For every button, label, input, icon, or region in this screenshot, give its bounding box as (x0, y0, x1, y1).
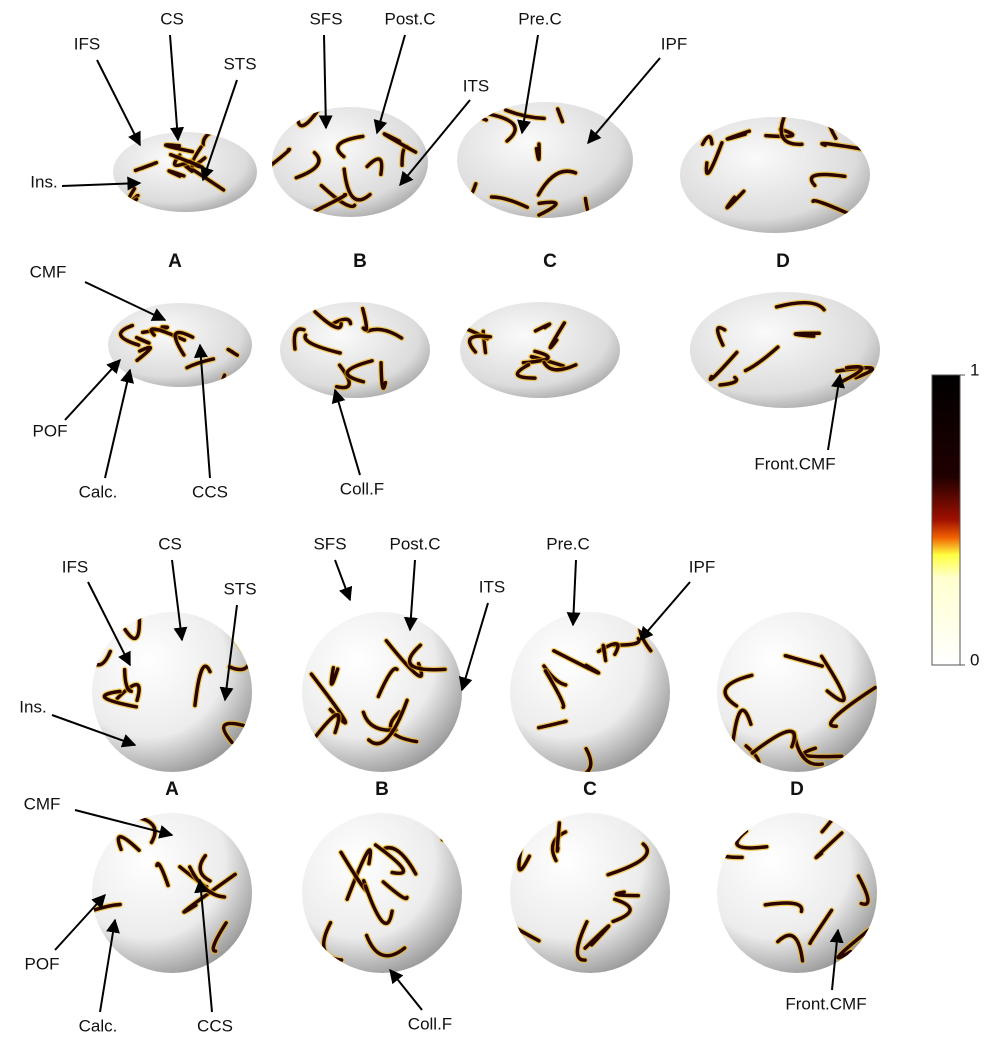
annotation: IFS (74, 34, 100, 53)
annotation: Calc. (79, 482, 118, 501)
arrow (55, 895, 105, 950)
annotation: CCS (192, 482, 228, 501)
sulcus (223, 371, 247, 383)
annotation: SFS (313, 534, 346, 553)
annotation: CS (160, 9, 184, 28)
annotation: Front.CMF (785, 994, 866, 1013)
panel-letter: B (375, 779, 389, 800)
arrow (462, 603, 488, 690)
annotation: STS (223, 54, 256, 73)
arrow (390, 970, 422, 1010)
annotation: STS (223, 579, 256, 598)
arrow (640, 582, 690, 640)
panel-letter: D (776, 251, 790, 272)
arrow (65, 360, 120, 420)
annotation: CCS (197, 1016, 233, 1035)
annotation: Pre.C (546, 534, 589, 553)
annotation: SFS (309, 9, 342, 28)
annotation: Post.C (389, 534, 440, 553)
annotation: Calc. (79, 1016, 118, 1035)
annotation: IPF (689, 557, 715, 576)
panel-letter: D (790, 779, 804, 800)
sulcus (557, 823, 559, 851)
colorbar-tick-label: 1 (970, 360, 979, 379)
figure: IFS CS STS Ins. SFS Post.C ITS Pre.C IPF CMF POF Ca… (0, 0, 990, 1039)
arrow (335, 390, 360, 475)
arrow (335, 560, 350, 600)
panel-letter: C (583, 779, 597, 800)
panel-letter: C (543, 251, 557, 272)
colorbar-tick-label: 0 (970, 650, 979, 669)
sulcus (436, 808, 454, 839)
sulcus (436, 808, 454, 839)
annotation: ITS (463, 76, 489, 95)
panel-letter: A (165, 779, 179, 800)
annotation: ITS (479, 577, 505, 596)
brain (690, 292, 880, 408)
annotation: IPF (661, 34, 687, 53)
colorbar (932, 375, 960, 665)
annotation: CMF (30, 262, 67, 281)
annotation: Ins. (30, 172, 57, 191)
sulcus (685, 391, 712, 421)
sulcus (71, 613, 110, 665)
sphere (510, 813, 670, 973)
arrow (85, 282, 165, 320)
annotation: CMF (24, 794, 61, 813)
panel-letter: B (353, 251, 367, 272)
arrow (105, 370, 130, 478)
annotation: IFS (62, 557, 88, 576)
arrow (170, 35, 178, 140)
sulcus (685, 391, 712, 421)
annotation: POF (25, 954, 60, 973)
arrow (97, 60, 140, 145)
annotation: Ins. (19, 697, 46, 716)
brain (280, 302, 430, 398)
annotation: Pre.C (518, 9, 561, 28)
annotation: POF (33, 421, 68, 440)
sphere (510, 612, 670, 772)
annotation: CS (158, 534, 182, 553)
annotation: Coll.F (340, 479, 384, 498)
arrow (588, 58, 660, 143)
sulcus (640, 613, 674, 651)
panel-letter: A (168, 251, 182, 272)
annotation: Front.CMF (754, 454, 835, 473)
annotation: Coll.F (408, 1014, 452, 1033)
annotation: Post.C (384, 9, 435, 28)
sulcus (603, 645, 605, 660)
